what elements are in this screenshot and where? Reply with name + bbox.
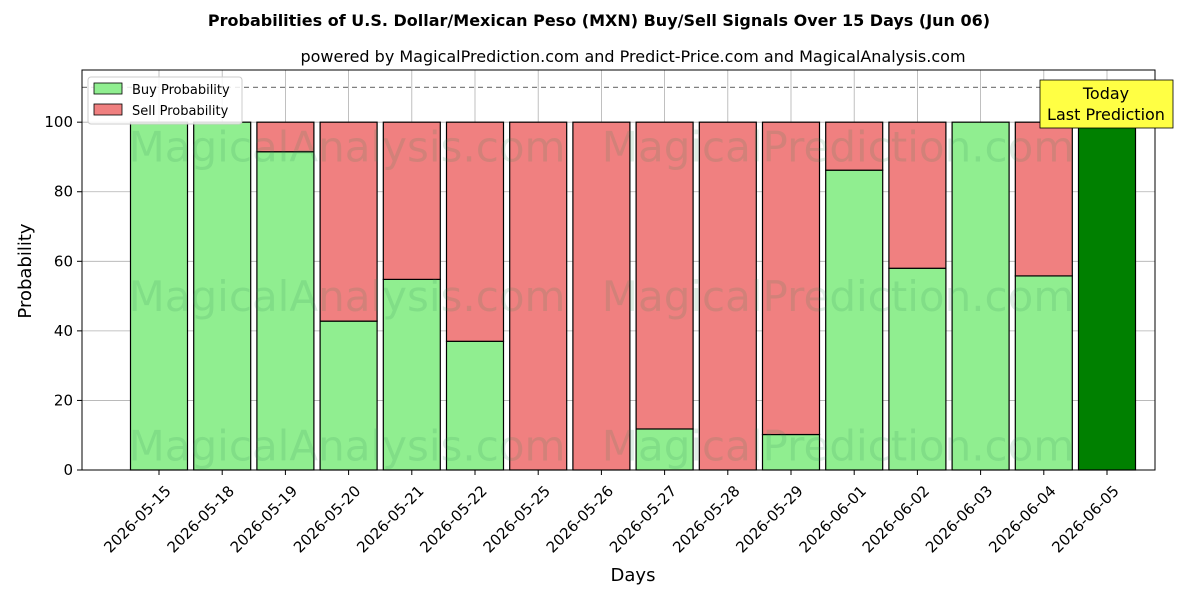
- plot-frame: [81, 69, 1156, 471]
- bar-sell: [445, 121, 505, 342]
- x-tick-label: 2026-05-20: [290, 482, 364, 556]
- bar-buy: [256, 151, 315, 471]
- bar-sell: [825, 121, 884, 171]
- legend: Buy Probability Sell Probability: [87, 76, 243, 125]
- bar-sell: [635, 121, 694, 430]
- y-tick-label: 20: [54, 391, 73, 409]
- legend-box: [87, 76, 243, 125]
- bar-sell: [888, 121, 947, 269]
- today-line1: Today: [1082, 84, 1129, 103]
- y-tick-label: 0: [63, 461, 73, 479]
- x-tick-label: 2026-05-25: [480, 482, 554, 556]
- x-tick-label: 2026-06-05: [1048, 482, 1122, 556]
- today-line2: Last Prediction: [1047, 105, 1165, 124]
- x-axis-label: Days: [611, 565, 656, 586]
- y-axis: 0 20 40 60 80 100: [44, 113, 82, 479]
- bar-sell: [1014, 121, 1073, 277]
- bar-buy: [319, 320, 378, 471]
- y-tick-label: 80: [54, 183, 73, 201]
- y-axis-label: Probability: [15, 223, 36, 318]
- x-tick-label: 2026-05-28: [669, 482, 743, 556]
- bar-today-buy: [1077, 121, 1137, 471]
- bars: [129, 121, 1137, 471]
- bar-buy: [761, 433, 821, 471]
- x-tick-label: 2026-06-04: [985, 482, 1059, 556]
- bar-sell: [761, 121, 821, 436]
- watermark-text: MagicalAnalysis.com: [129, 422, 566, 471]
- legend-sell-swatch: [93, 103, 123, 116]
- today-annotation: Today Last Prediction: [1039, 79, 1174, 129]
- x-tick-label: 2026-05-21: [353, 482, 427, 556]
- bar-buy: [888, 267, 947, 471]
- x-tick-label: 2026-05-27: [606, 482, 680, 556]
- watermark-text: MagicalPrediction.com: [602, 272, 1075, 321]
- chart-title: Probabilities of U.S. Dollar/Mexican Pes…: [208, 11, 990, 30]
- legend-sell-label: Sell Probability: [132, 104, 229, 119]
- bar-buy: [825, 169, 884, 471]
- x-tick-label: 2026-06-02: [859, 482, 933, 556]
- y-tick-label: 100: [44, 113, 73, 131]
- x-tick-label: 2026-05-26: [543, 482, 617, 556]
- y-tick-label: 40: [54, 322, 73, 340]
- today-box: [1039, 79, 1174, 129]
- x-tick-label: 2026-06-03: [922, 482, 996, 556]
- bar-buy: [951, 121, 1010, 471]
- y-tick-label: 60: [54, 252, 73, 270]
- chart-subtitle: powered by MagicalPrediction.com and Pre…: [300, 47, 965, 66]
- x-axis: 2026-05-152026-05-182026-05-192026-05-20…: [100, 470, 1123, 556]
- x-tick-label: 2026-05-29: [732, 482, 806, 556]
- x-tick-label: 2026-05-19: [227, 482, 301, 556]
- x-tick-label: 2026-05-15: [100, 482, 174, 556]
- bar-sell: [256, 121, 315, 153]
- bar-buy: [382, 278, 441, 471]
- watermark-text: MagicalPrediction.com: [602, 123, 1075, 172]
- watermark-text: MagicalAnalysis.com: [129, 123, 566, 172]
- bar-sell: [698, 121, 757, 471]
- legend-buy-label: Buy Probability: [132, 83, 230, 98]
- x-tick-label: 2026-06-01: [796, 482, 870, 556]
- legend-buy-swatch: [93, 82, 123, 95]
- bar-sell: [572, 121, 631, 471]
- watermarks: MagicalAnalysis.com MagicalPrediction.com…: [129, 123, 1075, 471]
- bar-buy: [1014, 275, 1073, 471]
- watermark-text: MagicalAnalysis.com: [129, 272, 566, 321]
- bar-sell: [382, 121, 441, 280]
- x-tick-label: 2026-05-18: [164, 482, 238, 556]
- x-tick-label: 2026-05-22: [416, 482, 490, 556]
- bar-sell: [319, 121, 378, 322]
- bar-buy: [635, 428, 694, 471]
- bar-buy: [445, 340, 505, 471]
- watermark-text: MagicalPrediction.com: [602, 422, 1075, 471]
- bar-sell: [509, 121, 568, 471]
